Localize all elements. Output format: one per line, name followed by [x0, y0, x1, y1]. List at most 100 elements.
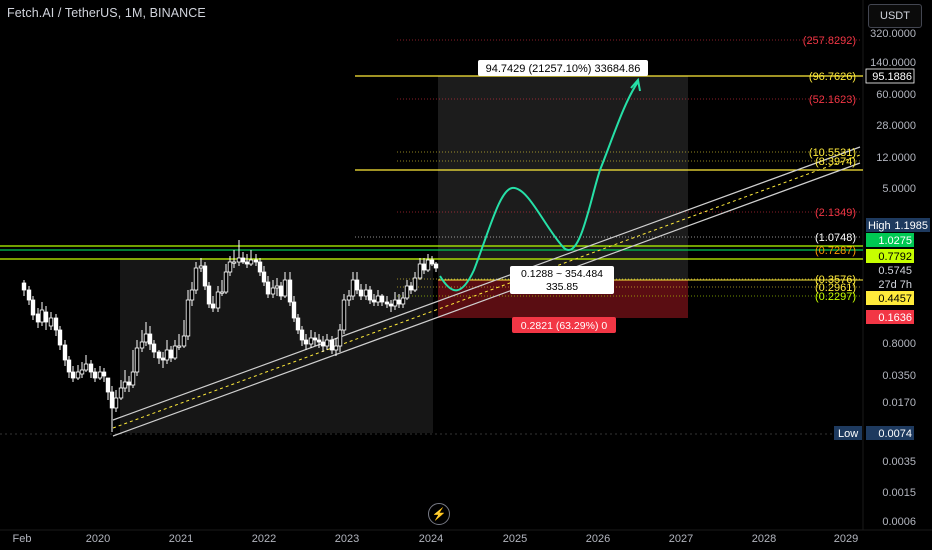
price-label: 1.1985 [892, 218, 930, 232]
price-label-text: 0.1636 [878, 312, 912, 324]
svg-text:0.1288 ~ 354.484: 0.1288 ~ 354.484 [521, 268, 603, 280]
candle [219, 280, 225, 296]
candle [303, 334, 309, 350]
price-label-text: 27d 7h [878, 279, 912, 291]
fib-level-label: (0.2297) [815, 291, 856, 303]
fib-level-label: (52.1623) [809, 94, 856, 106]
candle [324, 334, 330, 350]
time-tick: 2029 [834, 533, 858, 545]
candle [291, 296, 297, 322]
price-tick: 0.0170 [882, 397, 916, 409]
price-axis[interactable]: 320.0000 140.0000 60.0000 28.0000 12.0000 5.0… [870, 28, 916, 528]
candle [26, 286, 32, 305]
candle [282, 272, 288, 298]
candle [193, 262, 199, 294]
candle [257, 258, 263, 276]
candle [379, 294, 385, 306]
time-tick: 2025 [503, 533, 527, 545]
candle [337, 324, 343, 352]
candle [312, 332, 318, 346]
projection-arrowhead [630, 77, 641, 92]
fib-level-label: (10.5531) [809, 147, 856, 159]
candlesticks [21, 240, 439, 432]
candle [425, 254, 431, 272]
candle [57, 326, 63, 350]
price-tick: 60.0000 [876, 89, 916, 101]
candle [130, 350, 136, 388]
stop-label: 0.2821 (63.29%) 0 [512, 317, 616, 333]
tradingview-logo-icon[interactable]: ⚡ [428, 503, 450, 525]
currency-button[interactable]: USDT [868, 4, 922, 28]
candle [181, 320, 187, 348]
price-label-text: 0.7792 [878, 251, 912, 263]
candle [21, 280, 27, 296]
candle [270, 280, 276, 298]
price-label: 0.5745 [866, 263, 914, 277]
fib-level-label: (96.7626) [809, 71, 856, 83]
candle [147, 326, 153, 350]
candle [113, 390, 119, 412]
price-label-text: 1.1985 [894, 220, 928, 232]
candle [240, 252, 246, 264]
fib-level-label: (2.1349) [815, 207, 856, 219]
projection-path [439, 81, 639, 292]
candle [75, 365, 81, 380]
price-label: 1.0275 [866, 233, 914, 247]
time-tick: 2027 [669, 533, 693, 545]
price-label: 0.1636 [866, 310, 914, 324]
time-tick: 2026 [586, 533, 610, 545]
candle [118, 380, 124, 400]
price-label-text: 0.0074 [878, 428, 912, 440]
chart-title: Fetch.AI / TetherUS, 1M, BINANCE [7, 6, 206, 20]
time-tick: 2023 [335, 533, 359, 545]
candle [122, 370, 128, 392]
candle [333, 338, 339, 356]
candle [417, 258, 423, 280]
candle [88, 360, 94, 378]
candle [83, 355, 89, 372]
candle [48, 312, 54, 330]
time-tick: Feb [13, 533, 32, 545]
candle [151, 340, 157, 358]
candle [295, 314, 301, 334]
candle [79, 362, 85, 378]
candle [248, 250, 254, 266]
candle [236, 240, 242, 266]
time-tick: 2028 [752, 533, 776, 545]
candle [329, 336, 335, 354]
candle [176, 334, 182, 350]
price-label-text: 0.5745 [878, 265, 912, 277]
price-label: 95.1886 [865, 68, 915, 84]
candle [223, 264, 229, 294]
price-label: High [866, 218, 892, 232]
price-label-text: Low [838, 428, 858, 440]
channel-upper [112, 146, 861, 421]
candle [70, 366, 76, 382]
candle [287, 272, 293, 306]
candle [30, 296, 36, 320]
price-axis-labels: 95.1886 High 1.1985 1.0275 0.7792 0.5745 27d 7… [834, 68, 930, 440]
price-tick: 5.0000 [882, 183, 916, 195]
candle [354, 272, 360, 294]
candle [105, 377, 111, 400]
price-tick: 0.8000 [882, 338, 916, 350]
candle [43, 306, 49, 330]
fib-level-label: (0.2961) [815, 282, 856, 294]
candle [206, 282, 212, 308]
svg-text:0.2821 (63.29%) 0: 0.2821 (63.29%) 0 [521, 320, 608, 332]
fib-level-label: (257.8292) [803, 35, 856, 47]
price-tick: 320.0000 [870, 28, 916, 40]
svg-text:94.7429 (21257.10%) 33684.86: 94.7429 (21257.10%) 33684.86 [486, 63, 641, 75]
price-tick: 140.0000 [870, 57, 916, 69]
time-axis[interactable]: Feb 2020 2021 2022 2023 2024 2025 2026 2027 2028 2… [13, 533, 859, 545]
candle [97, 366, 103, 380]
price-tick: 0.0035 [882, 456, 916, 468]
time-tick: 2020 [86, 533, 110, 545]
candle [367, 286, 373, 304]
candle [412, 272, 418, 292]
candle [316, 334, 322, 348]
price-tick: 0.0015 [882, 487, 916, 499]
candle [101, 368, 107, 382]
candle [384, 296, 390, 308]
